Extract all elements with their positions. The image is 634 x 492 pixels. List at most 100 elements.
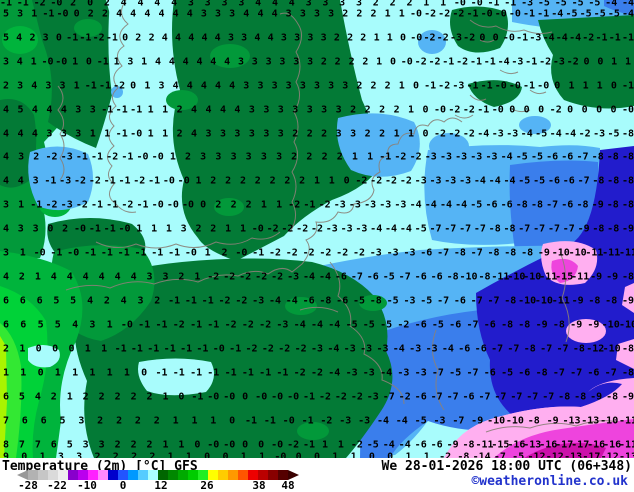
temp-value: -1 bbox=[131, 344, 143, 355]
temp-value: 0 bbox=[200, 200, 206, 211]
scale-tick: 0 bbox=[119, 479, 127, 492]
temp-value: -2 bbox=[579, 129, 591, 140]
temp-value: -1 bbox=[164, 344, 176, 355]
temperature-scale-bar bbox=[28, 470, 288, 480]
temp-value: -0 bbox=[410, 9, 422, 20]
temp-value: -2 bbox=[311, 224, 323, 235]
temp-value: -3 bbox=[326, 224, 338, 235]
region-fill bbox=[450, 6, 508, 53]
temp-value: 3 bbox=[263, 129, 269, 140]
temp-value: -6 bbox=[431, 440, 443, 451]
temp-value: -4 bbox=[425, 200, 437, 211]
scale-tick: 26 bbox=[200, 479, 214, 492]
temp-value: 3 bbox=[328, 9, 334, 20]
temp-value: -1 bbox=[245, 416, 257, 427]
temp-value: 4 bbox=[205, 105, 211, 116]
temp-value: -8 bbox=[622, 272, 634, 283]
temp-value: 3 bbox=[18, 152, 24, 163]
temp-value: -2 bbox=[286, 248, 298, 259]
temp-value: -6 bbox=[336, 296, 348, 307]
temp-value: -6 bbox=[303, 296, 315, 307]
temp-value: -3 bbox=[511, 57, 523, 68]
temp-value: -4 bbox=[442, 344, 454, 355]
region-fill bbox=[32, 0, 112, 148]
temp-value: -4 bbox=[622, 9, 634, 20]
temp-value: -2 bbox=[223, 272, 235, 283]
region-fill bbox=[285, 297, 317, 315]
temp-value: 1 bbox=[387, 33, 393, 44]
temp-value: -3 bbox=[415, 176, 427, 187]
temp-value: 3 bbox=[75, 105, 81, 116]
temp-value: 6 bbox=[3, 320, 9, 331]
temp-value: 2 bbox=[321, 129, 327, 140]
temp-value: -6 bbox=[458, 344, 470, 355]
temp-value: -7 bbox=[507, 344, 519, 355]
temp-value: -0 bbox=[182, 200, 194, 211]
temp-value: 3 bbox=[46, 129, 52, 140]
temp-value: -2 bbox=[267, 224, 279, 235]
temp-value: -0 bbox=[401, 57, 413, 68]
temp-value: 0 bbox=[194, 440, 200, 451]
scale-segment bbox=[148, 470, 158, 480]
temp-value: 0 bbox=[56, 33, 62, 44]
temp-value: 6 bbox=[37, 296, 43, 307]
temp-value: -4 bbox=[564, 129, 576, 140]
temp-value: -3 bbox=[450, 33, 462, 44]
temp-value: -3 bbox=[455, 152, 467, 163]
temp-value: -1 bbox=[242, 368, 254, 379]
temp-value: 3 bbox=[306, 0, 312, 9]
temp-value: -0 bbox=[152, 152, 164, 163]
temp-value: 1 bbox=[259, 452, 265, 459]
temp-value: -5 bbox=[533, 176, 545, 187]
temp-value: -1 bbox=[185, 296, 197, 307]
temp-value: 0 bbox=[538, 105, 544, 116]
copyright-link[interactable]: ©weatheronline.co.uk bbox=[471, 474, 628, 489]
temp-value: 0 bbox=[122, 33, 128, 44]
temp-value: 4 bbox=[187, 9, 193, 20]
temp-value: 0 bbox=[242, 440, 248, 451]
temp-value: 3 bbox=[249, 129, 255, 140]
scale-segment bbox=[258, 470, 268, 480]
temp-value: -3 bbox=[403, 296, 415, 307]
temp-value: -8 bbox=[558, 392, 570, 403]
scale-segment bbox=[58, 470, 68, 480]
temp-value: 3 bbox=[158, 81, 164, 92]
temp-value: -17 bbox=[555, 440, 573, 451]
temp-value: 2 bbox=[292, 129, 298, 140]
temp-value: -0 bbox=[41, 57, 53, 68]
temp-value: -7 bbox=[570, 368, 582, 379]
temp-value: 2 bbox=[146, 440, 152, 451]
temp-value: -1 bbox=[207, 368, 219, 379]
temp-value: 3 bbox=[181, 224, 187, 235]
temp-value: 4 bbox=[201, 33, 207, 44]
temp-value: -8 bbox=[574, 392, 586, 403]
temp-value: -5 bbox=[346, 320, 358, 331]
temp-value: 1 bbox=[374, 33, 380, 44]
temp-value: -8 bbox=[607, 152, 619, 163]
scale-tick: -22 bbox=[47, 479, 67, 492]
temp-value: -3 bbox=[349, 200, 361, 211]
temp-value: -8 bbox=[528, 416, 540, 427]
temp-value: -4 bbox=[383, 440, 395, 451]
temp-value: 1 bbox=[107, 368, 113, 379]
temp-value: -10 bbox=[507, 272, 525, 283]
temp-value: -1 bbox=[622, 33, 634, 44]
temp-value: -2 bbox=[582, 33, 594, 44]
temp-value: -2 bbox=[539, 57, 551, 68]
temp-value: 0 bbox=[422, 105, 428, 116]
temp-value: -11 bbox=[491, 272, 509, 283]
temp-value: 4 bbox=[137, 0, 143, 9]
temp-value: -3 bbox=[394, 200, 406, 211]
temp-value: 0 bbox=[387, 452, 393, 459]
temp-value: 2 bbox=[385, 81, 391, 92]
temp-value: 2 bbox=[321, 57, 327, 68]
temp-value: 2 bbox=[225, 176, 231, 187]
temp-value: -5 bbox=[367, 440, 379, 451]
temp-value: -8 bbox=[588, 296, 600, 307]
scale-segment bbox=[78, 470, 88, 480]
temp-value: -5 bbox=[518, 176, 530, 187]
temp-value: -0 bbox=[178, 176, 190, 187]
temp-value: -11 bbox=[602, 248, 620, 259]
temp-value: -7 bbox=[431, 392, 443, 403]
temp-value: 5 bbox=[38, 320, 44, 331]
